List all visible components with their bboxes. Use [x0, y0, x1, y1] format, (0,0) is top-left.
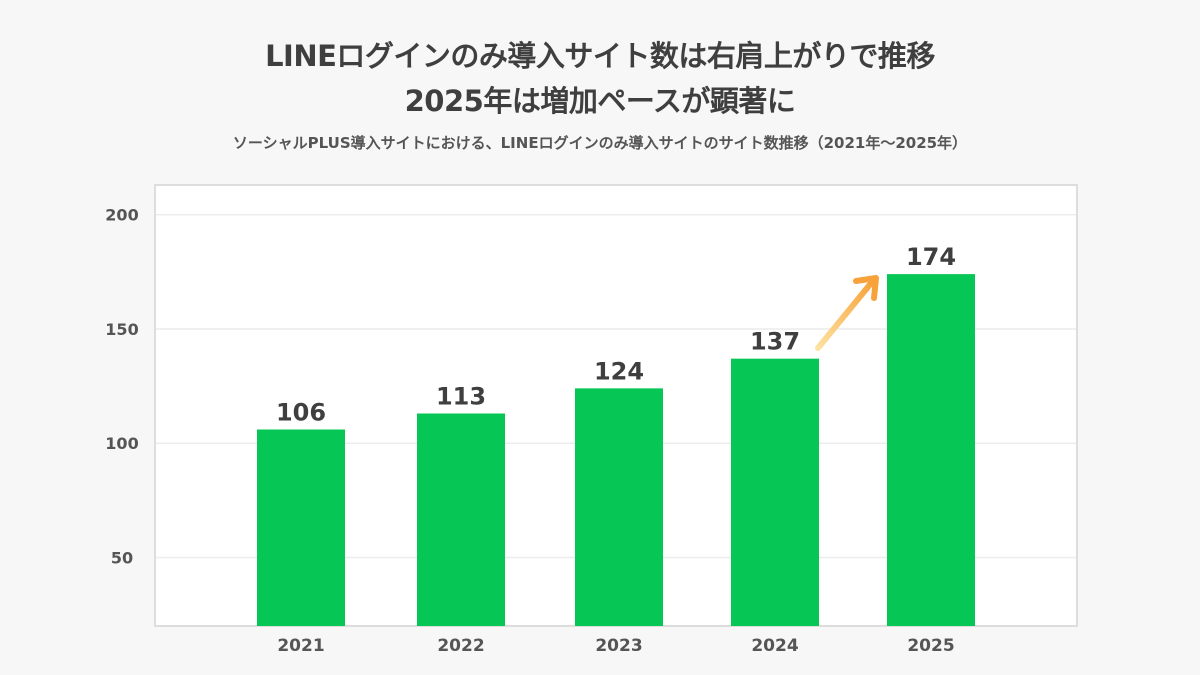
x-tick-label: 2021	[277, 636, 324, 656]
y-tick-label: 100	[105, 434, 138, 453]
bar-2023	[575, 388, 663, 626]
bar-2024	[731, 358, 819, 626]
x-tick-label: 2023	[595, 636, 642, 656]
y-tick-label: 200	[105, 206, 138, 225]
bar-2022	[417, 413, 505, 626]
data-label: 113	[436, 382, 486, 410]
chart-title-line-1: LINEログインのみ導入サイト数は右肩上がりで推移	[265, 39, 935, 73]
x-tick-label: 2024	[751, 636, 798, 656]
data-label: 106	[276, 398, 326, 426]
bar-2021	[257, 429, 345, 626]
bar-2025	[887, 274, 975, 626]
y-tick-label: 150	[105, 320, 138, 339]
x-tick-label: 2022	[437, 636, 484, 656]
chart-title-line-2: 2025年は増加ペースが顕著に	[404, 84, 796, 118]
data-label: 124	[594, 357, 644, 385]
x-tick-label: 2025	[907, 636, 954, 656]
trend-arrow-icon	[815, 275, 879, 351]
chart-subtitle: ソーシャルPLUS導入サイトにおける、LINEログインのみ導入サイトのサイト数推…	[232, 134, 968, 152]
data-label: 137	[750, 328, 800, 356]
data-label: 174	[906, 243, 956, 271]
y-tick-label: 50	[111, 548, 133, 567]
